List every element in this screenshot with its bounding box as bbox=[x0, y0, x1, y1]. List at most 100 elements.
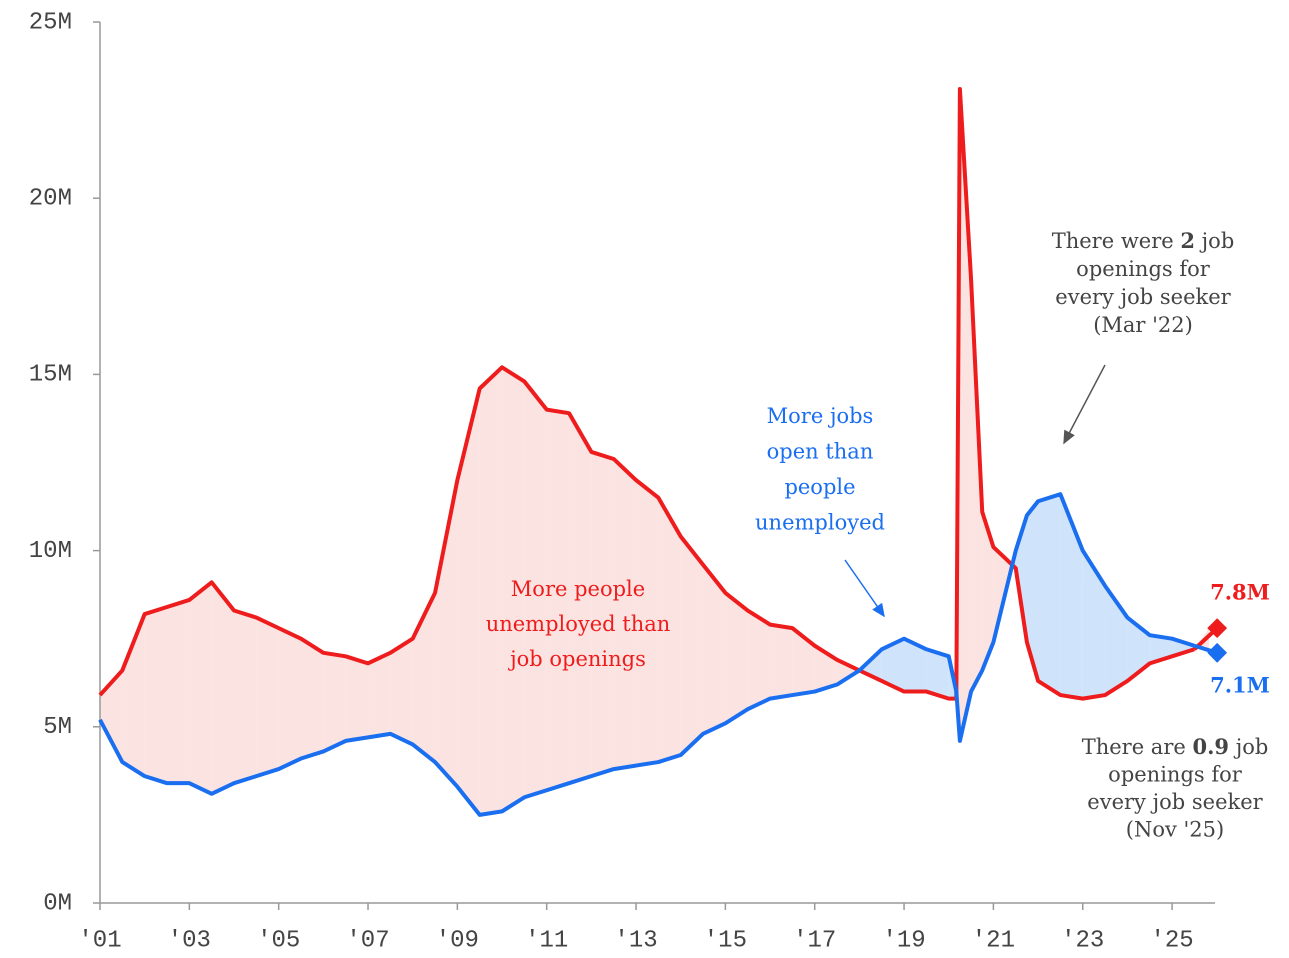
x-tick-label: '23 bbox=[1061, 927, 1104, 954]
annotation: job openings bbox=[507, 647, 646, 671]
annotation-part: There were bbox=[1052, 229, 1181, 253]
annotation-part: open than bbox=[767, 439, 874, 463]
annotation: More jobs bbox=[767, 404, 874, 428]
y-tick-label: 10M bbox=[29, 538, 72, 565]
x-tick-label: '01 bbox=[78, 927, 121, 954]
x-tick-label: '25 bbox=[1150, 927, 1193, 954]
annotation: openings for bbox=[1108, 762, 1243, 786]
x-tick-label: '09 bbox=[436, 927, 479, 954]
gap-fill bbox=[435, 480, 458, 787]
x-tick-label: '03 bbox=[168, 927, 211, 954]
annotation-part: job bbox=[1195, 229, 1234, 253]
end-marker bbox=[1207, 618, 1228, 639]
gap-fill bbox=[479, 367, 503, 815]
x-tick-label: '11 bbox=[525, 927, 568, 954]
gap-fill bbox=[680, 536, 704, 755]
fills bbox=[100, 88, 1210, 815]
annotation-part: There are bbox=[1082, 735, 1193, 759]
gap-fill bbox=[390, 638, 413, 745]
end-marker bbox=[1207, 642, 1228, 663]
gap-fill bbox=[278, 628, 302, 770]
gap-fill bbox=[1105, 585, 1128, 696]
annotation-part: every job seeker bbox=[1055, 285, 1231, 309]
y-tick-label: 25M bbox=[29, 9, 72, 36]
x-tick-label: '07 bbox=[346, 927, 389, 954]
gap-fill bbox=[725, 592, 748, 724]
series-line bbox=[98, 492, 1196, 817]
gap-fill bbox=[412, 592, 436, 763]
annotation-part: unemployed bbox=[755, 510, 885, 534]
gap-fill bbox=[189, 582, 212, 794]
gap-fill bbox=[1127, 617, 1150, 681]
gap-fill bbox=[1172, 638, 1195, 657]
gap-fill bbox=[256, 617, 279, 777]
series-line bbox=[98, 86, 1196, 701]
gap-fill bbox=[591, 451, 614, 777]
gap-fill bbox=[1082, 550, 1106, 699]
y-tick-label: 15M bbox=[29, 362, 72, 389]
annotation-part: job openings bbox=[507, 647, 646, 671]
gap-fill bbox=[747, 610, 771, 710]
arrow bbox=[1063, 364, 1106, 445]
gap-fill bbox=[770, 624, 793, 699]
gap-fill bbox=[703, 564, 726, 734]
gap-fill bbox=[613, 458, 637, 770]
gap-fill bbox=[457, 388, 480, 815]
gap-fill bbox=[1060, 494, 1083, 699]
gap-fill bbox=[881, 638, 905, 692]
x-tick-label: '15 bbox=[704, 927, 747, 954]
annotation-part: openings for bbox=[1076, 257, 1211, 281]
annotation: open than bbox=[767, 439, 874, 463]
annotation-part: 2 bbox=[1180, 228, 1195, 253]
end-label: 7.8M bbox=[1210, 580, 1270, 605]
y-tick-label: 0M bbox=[43, 890, 72, 917]
annotation-part: More people bbox=[511, 577, 645, 601]
arrow bbox=[844, 559, 885, 618]
gap-fill bbox=[971, 279, 983, 692]
annotation-part: job bbox=[1229, 735, 1268, 759]
gap-fill bbox=[122, 614, 145, 777]
gap-fill bbox=[636, 480, 659, 766]
annotation: (Nov '25) bbox=[1126, 817, 1224, 841]
annotation-part: openings for bbox=[1108, 762, 1243, 786]
gap-fill bbox=[368, 652, 391, 738]
gap-fill bbox=[100, 670, 123, 763]
gap-fill bbox=[144, 606, 168, 784]
annotation: (Mar '22) bbox=[1093, 313, 1193, 337]
gap-fill bbox=[1026, 501, 1039, 681]
gap-fill bbox=[502, 367, 525, 812]
gap-fill bbox=[926, 649, 949, 699]
gap-fill bbox=[167, 599, 190, 784]
annotation: There are 0.9 job bbox=[1082, 734, 1269, 759]
annotation: people bbox=[784, 475, 855, 499]
annotation-part: 0.9 bbox=[1192, 734, 1229, 759]
annotation-part: More jobs bbox=[767, 404, 874, 428]
annotation-part: (Mar '22) bbox=[1093, 313, 1193, 337]
x-tick-label: '21 bbox=[972, 927, 1015, 954]
x-tick-label: '05 bbox=[257, 927, 300, 954]
x-tick-label: '13 bbox=[614, 927, 657, 954]
gap-fill bbox=[234, 610, 257, 784]
gap-fill bbox=[658, 497, 681, 763]
gap-fill bbox=[837, 659, 860, 685]
annotation-part: every job seeker bbox=[1087, 790, 1263, 814]
gap-fill bbox=[301, 638, 324, 759]
annotation-part: (Nov '25) bbox=[1126, 817, 1224, 841]
gap-fill bbox=[569, 413, 592, 784]
gap-fill bbox=[524, 381, 547, 798]
y-tick-label: 20M bbox=[29, 186, 72, 213]
annotation-part: people bbox=[784, 475, 855, 499]
x-tick-label: '19 bbox=[882, 927, 925, 954]
annotation: openings for bbox=[1076, 257, 1211, 281]
end-label: 7.1M bbox=[1210, 673, 1270, 698]
gap-fill bbox=[546, 409, 570, 791]
gap-fill bbox=[1038, 494, 1061, 696]
gap-fill bbox=[792, 628, 815, 696]
gap-fill bbox=[982, 511, 994, 671]
annotation: every job seeker bbox=[1087, 790, 1263, 814]
gap-fill bbox=[345, 656, 369, 741]
gap-fill bbox=[211, 582, 235, 794]
y-tick-label: 5M bbox=[43, 714, 72, 741]
gap-fill bbox=[904, 638, 927, 692]
